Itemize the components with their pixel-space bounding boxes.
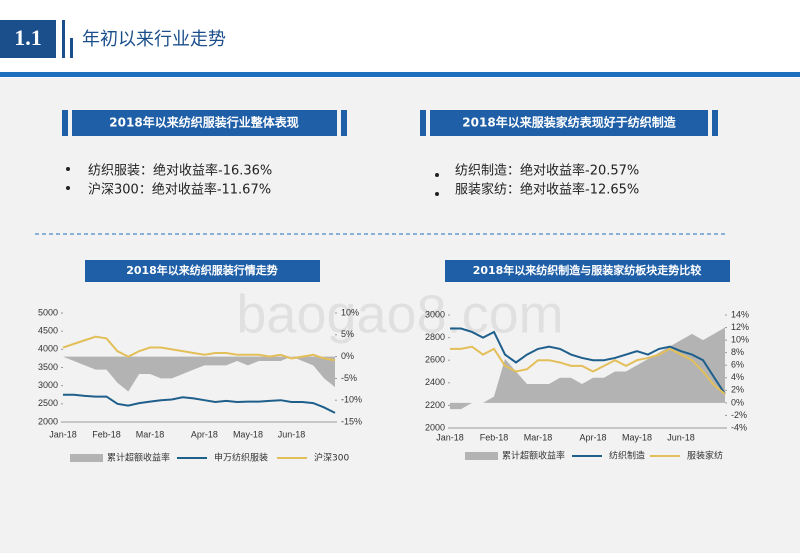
panel-title: 2018年以来服装家纺表现好于纺织制造 bbox=[462, 115, 676, 130]
y2-tick-label: 8% bbox=[731, 347, 744, 357]
divider bbox=[62, 20, 65, 58]
line bbox=[63, 393, 336, 414]
y2-tick-label: -15% bbox=[341, 416, 362, 426]
banner-edge bbox=[62, 110, 68, 136]
background bbox=[0, 78, 800, 553]
section-number: 1.1 bbox=[14, 25, 42, 50]
panel-banner bbox=[72, 110, 337, 136]
line bbox=[62, 335, 336, 362]
y2-tick-label: 2% bbox=[731, 385, 744, 395]
y-tick-label: 2600 bbox=[425, 355, 445, 365]
y2-tick-label: -4% bbox=[731, 422, 747, 432]
y2-tick-label: -5% bbox=[341, 373, 357, 383]
legend-swatch bbox=[465, 452, 498, 460]
watermark: baogao8.com bbox=[236, 284, 563, 344]
y-tick-label: 3500 bbox=[38, 362, 58, 372]
bullet-text: 纺织服装：绝对收益率-16.36% bbox=[88, 163, 272, 179]
panel-title: 2018年以来纺织服装行业整体表现 bbox=[109, 115, 298, 130]
panel-banner bbox=[430, 110, 708, 136]
section-badge bbox=[0, 20, 56, 58]
y-tick-label: 2800 bbox=[425, 332, 445, 342]
x-tick-label: May-18 bbox=[622, 432, 652, 442]
divider bbox=[70, 38, 73, 58]
bullet-text: 沪深300：绝对收益率-11.67% bbox=[88, 182, 271, 198]
area bbox=[63, 356, 335, 392]
x-tick-label: Apr-18 bbox=[579, 432, 606, 442]
slide-title: 年初以来行业走势 bbox=[82, 29, 226, 50]
x-tick-label: Jun-18 bbox=[667, 432, 695, 442]
y-tick-label: 5000 bbox=[38, 307, 58, 317]
bullet bbox=[66, 186, 70, 190]
y2-tick-label: 4% bbox=[731, 372, 744, 382]
x-tick-label: Jan-18 bbox=[49, 429, 77, 439]
y-tick-label: 2000 bbox=[425, 422, 445, 432]
x-tick-label: Mar-18 bbox=[136, 429, 165, 439]
x-tick-label: Jun-18 bbox=[278, 429, 306, 439]
legend-label: 申万纺织服装 bbox=[214, 452, 268, 464]
y-tick-label: 2500 bbox=[38, 398, 58, 408]
legend-swatch bbox=[70, 454, 103, 462]
y2-tick-label: 12% bbox=[731, 322, 749, 332]
y2-tick-label: -2% bbox=[731, 410, 747, 420]
banner-edge bbox=[712, 110, 718, 136]
y2-tick-label: 14% bbox=[731, 309, 749, 319]
x-tick-label: Feb-18 bbox=[480, 432, 509, 442]
bullet-text: 纺织制造：绝对收益率-20.57% bbox=[455, 163, 639, 179]
x-tick-label: Apr-18 bbox=[191, 429, 218, 439]
legend-label: 累计超额收益率 bbox=[107, 452, 170, 464]
banner-edge bbox=[420, 110, 426, 136]
y2-tick-label: 10% bbox=[341, 307, 359, 317]
x-tick-label: May-18 bbox=[233, 429, 263, 439]
y-tick-label: 2400 bbox=[425, 377, 445, 387]
header-rule bbox=[0, 72, 800, 77]
x-tick-label: Jan-18 bbox=[436, 432, 464, 442]
x-tick-label: Feb-18 bbox=[92, 429, 121, 439]
legend-label: 服装家纺 bbox=[687, 450, 723, 462]
y2-tick-label: 5% bbox=[341, 329, 354, 339]
bullet-text: 服装家纺：绝对收益率-12.65% bbox=[455, 182, 639, 198]
legend-label: 纺织制造 bbox=[609, 450, 645, 462]
legend-label: 累计超额收益率 bbox=[502, 450, 565, 462]
banner-edge bbox=[341, 110, 347, 136]
area bbox=[450, 327, 725, 410]
y-tick-label: 4500 bbox=[38, 326, 58, 336]
y2-tick-label: 10% bbox=[731, 334, 749, 344]
y2-tick-label: -10% bbox=[341, 395, 362, 405]
y-tick-label: 4000 bbox=[38, 344, 58, 354]
y2-tick-label: 6% bbox=[731, 360, 744, 370]
chart-banner bbox=[85, 260, 320, 282]
y2-tick-label: 0% bbox=[341, 351, 354, 361]
line bbox=[450, 327, 726, 395]
y2-tick-label: 0% bbox=[731, 397, 744, 407]
y-tick-label: 2200 bbox=[425, 400, 445, 410]
x-tick-label: Mar-18 bbox=[524, 432, 553, 442]
y-tick-label: 2000 bbox=[38, 416, 58, 426]
chart-banner bbox=[445, 260, 730, 282]
bullet bbox=[435, 192, 439, 196]
line bbox=[450, 345, 726, 395]
legend-label: 沪深300 bbox=[314, 452, 349, 464]
y-tick-label: 3000 bbox=[425, 309, 445, 319]
bullet bbox=[66, 167, 70, 171]
chart-title: 2018年以来纺织制造与服装家纺板块走势比较 bbox=[473, 263, 702, 277]
bullet bbox=[435, 173, 439, 177]
y-tick-label: 3000 bbox=[38, 380, 58, 390]
chart-title: 2018年以来纺织服装行情走势 bbox=[126, 263, 278, 277]
